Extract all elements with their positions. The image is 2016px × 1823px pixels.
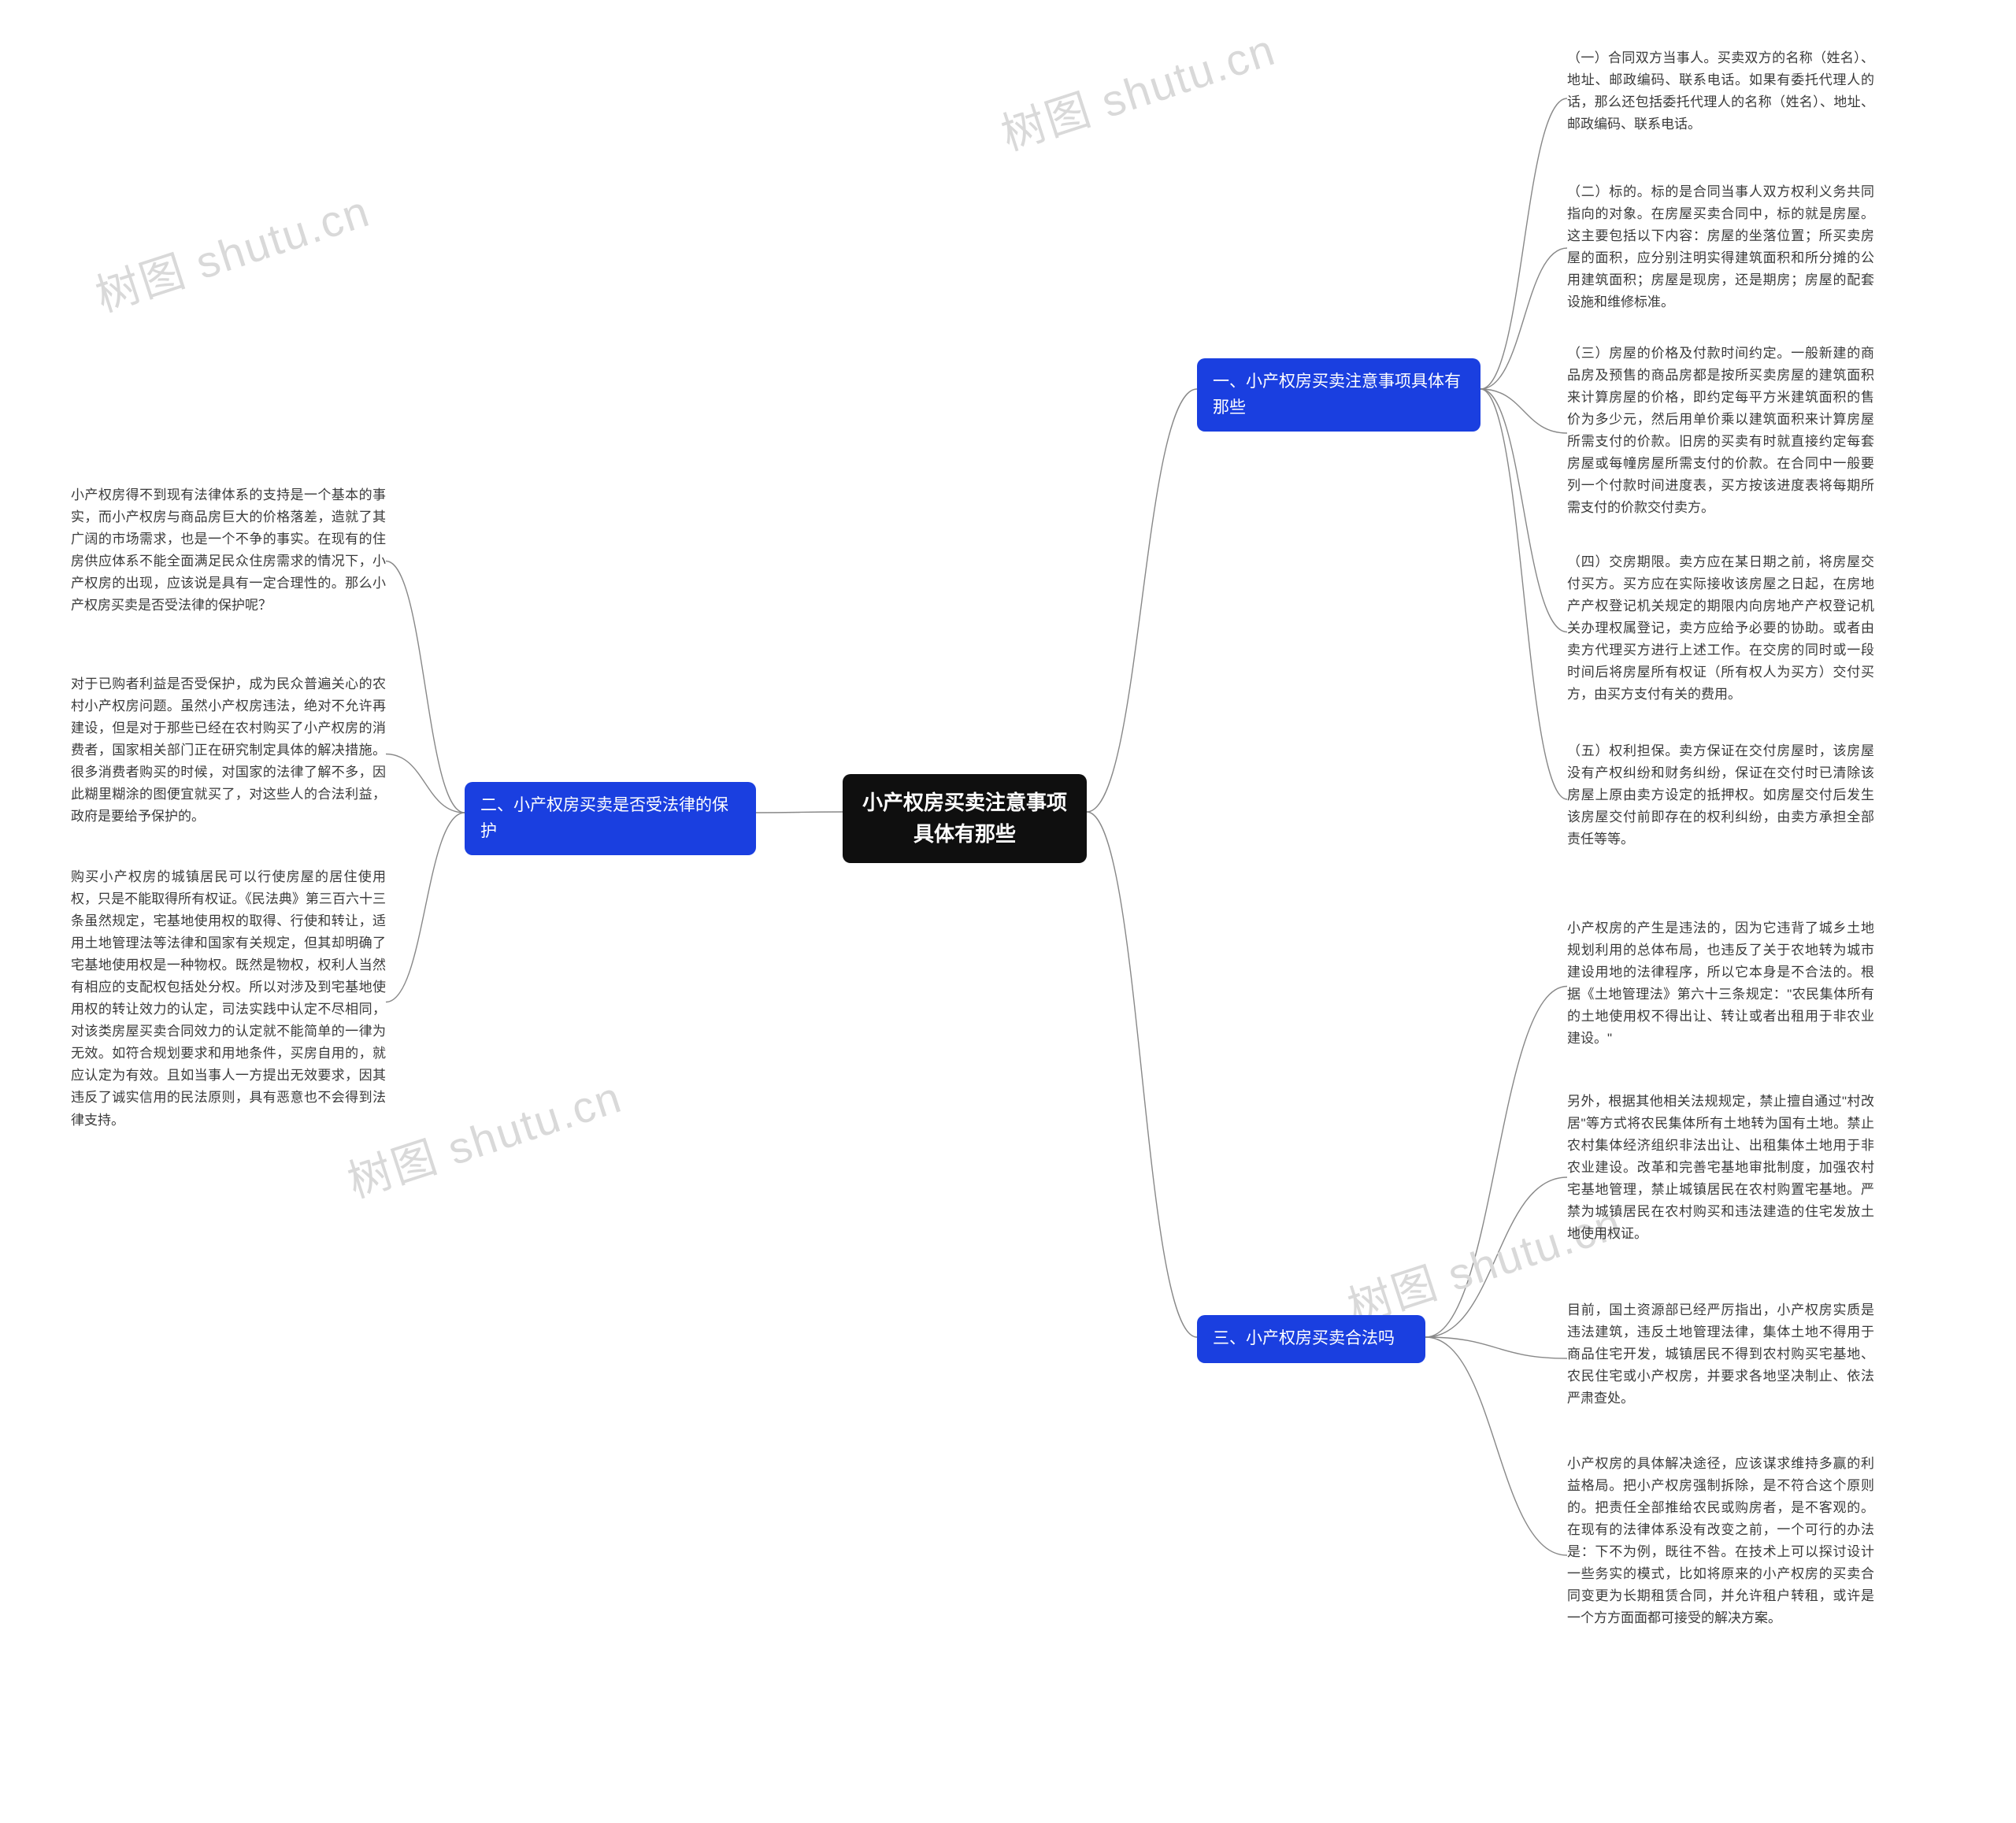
watermark: 树图 shutu.cn bbox=[992, 14, 1283, 163]
leaf-node: （四）交房期限。卖方应在某日期之前，将房屋交付买方。买方应在实际接收该房屋之日起… bbox=[1567, 551, 1874, 706]
leaf-node: 另外，根据其他相关法规规定，禁止擅自通过"村改居"等方式将农民集体所有土地转为国… bbox=[1567, 1091, 1874, 1245]
leaf-node: 目前，国土资源部已经严厉指出，小产权房实质是违法建筑，违反土地管理法律，集体土地… bbox=[1567, 1299, 1874, 1410]
leaf-node: 购买小产权房的城镇居民可以行使房屋的居住使用权，只是不能取得所有权证。《民法典》… bbox=[71, 866, 386, 1132]
leaf-node: （五）权利担保。卖方保证在交付房屋时，该房屋没有产权纠纷和财务纠纷，保证在交付时… bbox=[1567, 740, 1874, 850]
branch-node: 二、小产权房买卖是否受法律的保护 bbox=[465, 782, 756, 855]
leaf-node: （一）合同双方当事人。买卖双方的名称（姓名）、地址、邮政编码、联系电话。如果有委… bbox=[1567, 47, 1874, 135]
branch-node: 一、小产权房买卖注意事项具体有那些 bbox=[1197, 358, 1480, 432]
branch-node: 三、小产权房买卖合法吗 bbox=[1197, 1315, 1425, 1363]
leaf-node: 小产权房的具体解决途径，应该谋求维持多赢的利益格局。把小产权房强制拆除，是不符合… bbox=[1567, 1453, 1874, 1629]
leaf-node: 小产权房得不到现有法律体系的支持是一个基本的事实，而小产权房与商品房巨大的价格落… bbox=[71, 484, 386, 617]
leaf-node: （二）标的。标的是合同当事人双方权利义务共同指向的对象。在房屋买卖合同中，标的就… bbox=[1567, 181, 1874, 313]
leaf-node: 小产权房的产生是违法的，因为它违背了城乡土地规划利用的总体布局，也违反了关于农地… bbox=[1567, 917, 1874, 1050]
leaf-node: （三）房屋的价格及付款时间约定。一般新建的商品房及预售的商品房都是按所买卖房屋的… bbox=[1567, 343, 1874, 519]
root-node: 小产权房买卖注意事项具体有那些 bbox=[843, 774, 1087, 863]
leaf-node: 对于已购者利益是否受保护，成为民众普遍关心的农村小产权房问题。虽然小产权房违法，… bbox=[71, 673, 386, 828]
watermark: 树图 shutu.cn bbox=[87, 176, 377, 324]
